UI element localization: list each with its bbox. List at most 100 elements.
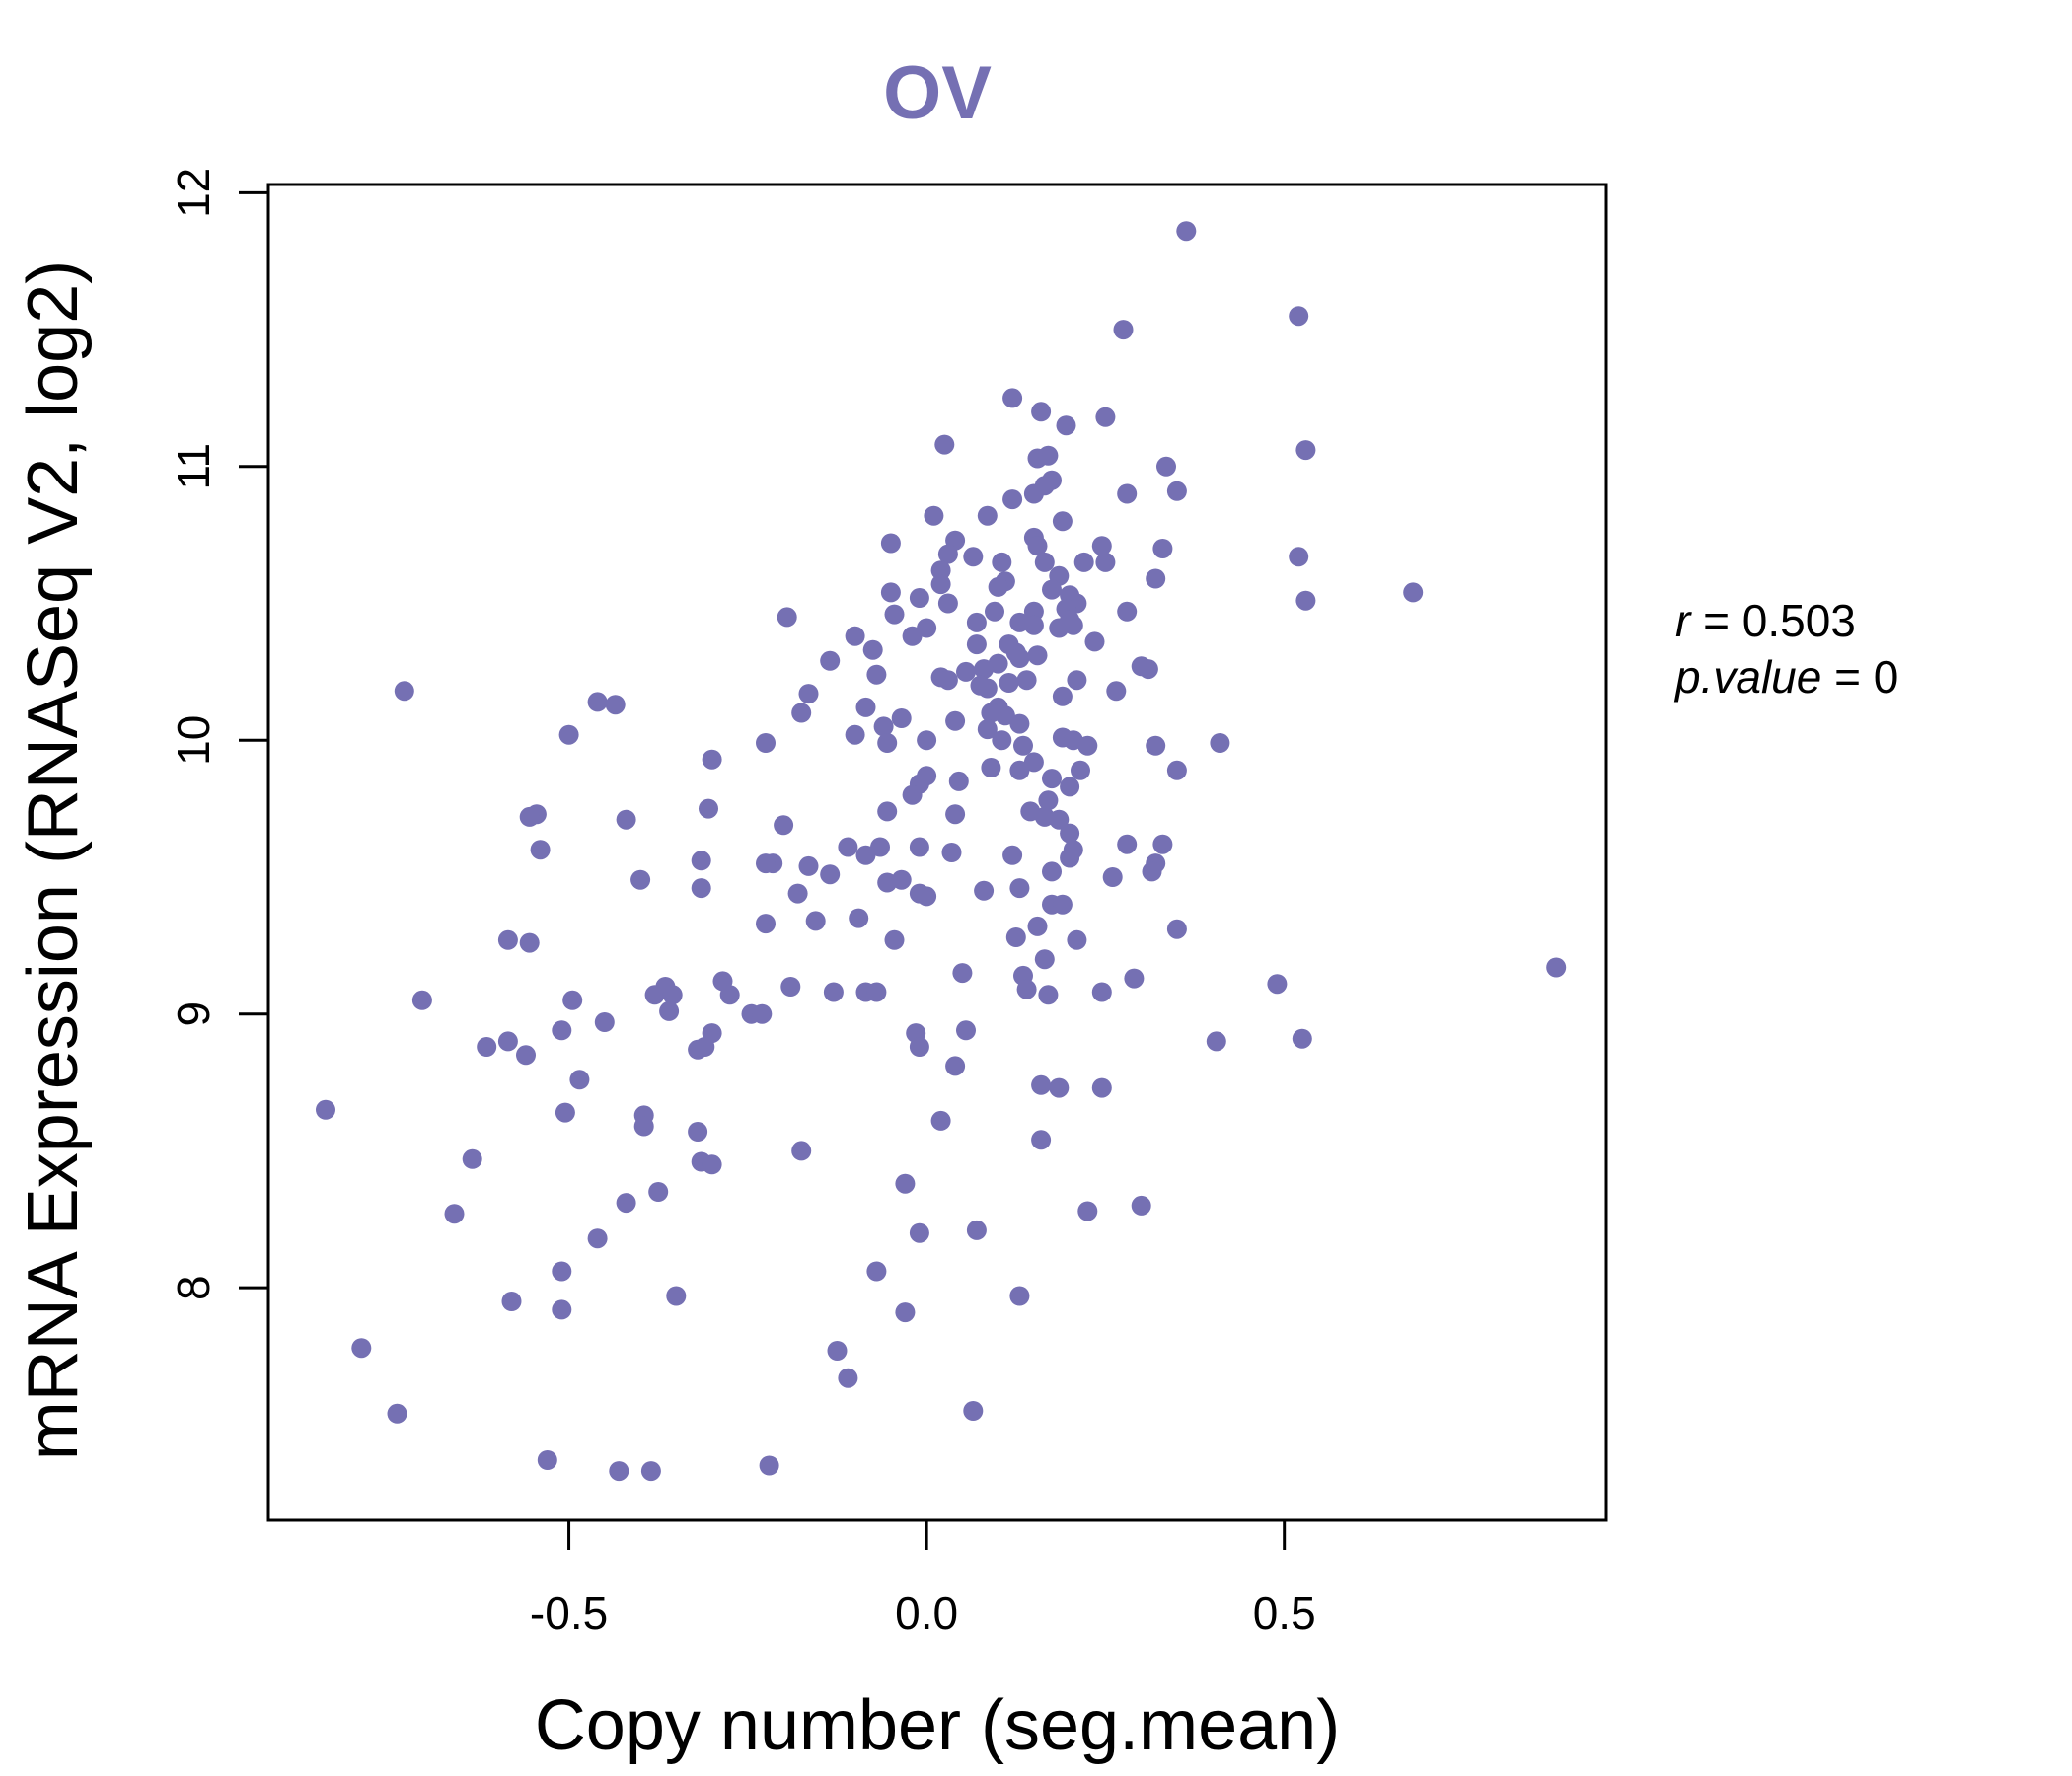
data-point	[1142, 861, 1162, 882]
data-point	[798, 855, 819, 876]
data-point	[1146, 568, 1166, 589]
data-point	[351, 1338, 372, 1359]
data-point	[992, 552, 1012, 572]
data-point	[1138, 659, 1158, 680]
data-point	[1052, 511, 1073, 532]
data-point	[1091, 1077, 1112, 1098]
data-point	[909, 588, 929, 608]
data-point	[552, 1020, 572, 1041]
data-point	[941, 843, 962, 862]
data-point	[1034, 949, 1055, 970]
data-point	[1034, 552, 1055, 572]
data-point	[695, 1037, 715, 1057]
data-point	[877, 801, 898, 822]
data-point	[691, 878, 711, 899]
data-point	[1023, 615, 1044, 635]
points-layer	[316, 221, 1567, 1482]
data-point	[1031, 1130, 1052, 1150]
data-point	[1052, 686, 1073, 706]
data-point	[516, 1045, 536, 1066]
data-point	[1152, 539, 1173, 558]
data-point	[1267, 974, 1288, 995]
data-point	[688, 1122, 708, 1142]
data-point	[648, 1182, 669, 1202]
data-point	[917, 730, 937, 751]
data-point	[849, 908, 869, 928]
data-point	[1009, 760, 1030, 780]
data-point	[948, 771, 969, 791]
data-point	[862, 639, 883, 660]
data-point	[1009, 878, 1030, 899]
data-point	[594, 1012, 615, 1032]
data-point	[519, 932, 540, 953]
data-point	[1206, 1031, 1226, 1052]
data-point	[880, 533, 901, 554]
data-point	[1073, 552, 1094, 572]
data-point	[963, 547, 984, 567]
data-point	[877, 733, 898, 753]
data-point	[981, 758, 1001, 777]
data-point	[956, 661, 976, 682]
data-point	[1210, 733, 1230, 753]
data-point	[411, 990, 432, 1010]
data-point	[870, 837, 890, 857]
data-point	[909, 837, 929, 857]
data-point	[1289, 306, 1309, 327]
data-point	[562, 990, 583, 1010]
y-tick-label: 12	[168, 168, 219, 218]
data-point	[759, 1455, 779, 1476]
data-point	[662, 985, 683, 1005]
data-point	[644, 985, 665, 1005]
data-point	[884, 929, 905, 950]
data-point	[569, 1070, 590, 1090]
data-point	[1016, 670, 1037, 691]
data-point	[1106, 681, 1127, 702]
data-point	[1005, 927, 1026, 947]
data-point	[1002, 388, 1023, 408]
data-point	[930, 1110, 951, 1131]
data-point	[756, 733, 776, 753]
data-point	[1166, 919, 1187, 939]
data-point	[1060, 777, 1080, 797]
data-point	[780, 977, 801, 997]
data-point	[937, 544, 958, 564]
data-point	[1102, 867, 1123, 887]
data-point	[1289, 547, 1309, 567]
data-point	[866, 982, 887, 1002]
data-point	[1117, 483, 1138, 504]
data-point	[917, 886, 937, 907]
data-point	[1023, 483, 1044, 504]
data-point	[820, 650, 841, 671]
data-point	[1131, 1195, 1151, 1216]
data-point	[791, 703, 812, 723]
data-point	[616, 809, 636, 830]
data-point	[909, 1222, 929, 1243]
data-point	[855, 697, 876, 717]
data-point	[1013, 735, 1033, 756]
data-point	[855, 845, 876, 865]
data-point	[880, 582, 901, 603]
data-point	[902, 784, 923, 805]
data-point	[1071, 760, 1090, 780]
data-point	[909, 1037, 929, 1057]
data-point	[1031, 402, 1052, 422]
data-point	[1060, 848, 1080, 868]
data-point	[977, 505, 998, 526]
plot-frame	[266, 183, 1608, 1522]
data-point	[1546, 957, 1567, 978]
data-point	[934, 434, 955, 455]
data-point	[316, 1099, 335, 1120]
y-axis: 8 9 10 11 12	[168, 168, 270, 1300]
data-point	[1077, 1201, 1098, 1221]
data-point	[988, 576, 1008, 597]
data-point	[1042, 579, 1062, 600]
data-point	[774, 815, 794, 836]
data-point	[974, 659, 995, 680]
data-point	[1042, 769, 1062, 789]
x-axis: -0.5 0.0 0.5	[530, 1518, 1316, 1639]
data-point	[1124, 968, 1145, 989]
data-point	[1295, 590, 1316, 611]
data-point	[838, 837, 858, 857]
data-point	[1027, 916, 1048, 936]
